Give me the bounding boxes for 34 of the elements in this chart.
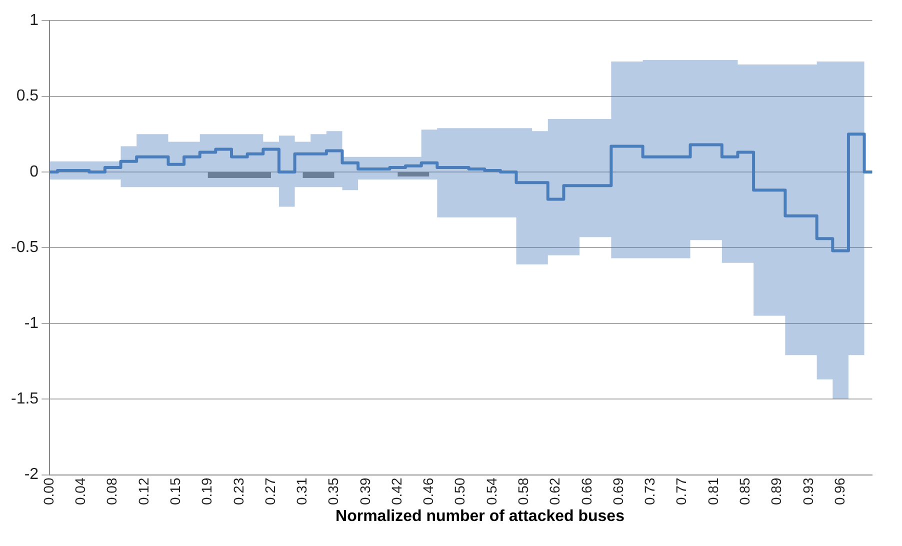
x-tick-label: 0.12 — [135, 478, 152, 505]
y-tick-label: -0.5 — [10, 239, 39, 256]
x-tick-label: 0.81 — [704, 478, 721, 505]
y-tick-label: -1.5 — [10, 390, 39, 408]
x-tick-label: 0.04 — [72, 478, 88, 505]
x-tick-label: 0.93 — [800, 478, 816, 505]
x-tick-label: 0.58 — [515, 478, 532, 505]
x-tick-label: 0.73 — [642, 478, 658, 505]
x-tick-label: 0.39 — [356, 478, 373, 505]
x-axis-title: Normalized number of attacked buses — [334, 508, 626, 526]
y-tick-label: 0 — [30, 163, 39, 180]
x-tick-label: 0.23 — [230, 478, 246, 505]
x-tick-label: 0.96 — [831, 478, 848, 505]
x-tick-label: 0.15 — [166, 478, 183, 505]
x-tick-label: 0.19 — [198, 478, 215, 505]
x-tick-label: 0.62 — [546, 478, 563, 505]
x-tick-label: 0.54 — [483, 478, 500, 505]
x-tick-label: 0.35 — [325, 478, 342, 505]
y-tick-label: 1 — [30, 12, 39, 30]
x-tick-label: 0.85 — [736, 478, 752, 505]
x-tick-label: 0.77 — [673, 478, 690, 505]
x-tick-label: 0.08 — [104, 478, 120, 505]
x-tick-label: 0.66 — [578, 478, 594, 505]
y-tick-label: -1 — [24, 314, 39, 332]
x-tick-label: 0.46 — [420, 478, 436, 505]
x-tick-label: 0.31 — [294, 478, 310, 505]
x-tick-label: 0.27 — [262, 478, 278, 505]
x-tick-label: 0.50 — [452, 478, 468, 505]
x-tick-label: 0.69 — [610, 478, 626, 505]
x-tick-label: 0.00 — [40, 478, 56, 505]
x-tick-label: 0.42 — [388, 478, 404, 505]
y-tick-label: 0.5 — [16, 88, 39, 105]
y-tick-label: -2 — [24, 466, 39, 484]
x-tick-label: 0.89 — [768, 478, 784, 505]
